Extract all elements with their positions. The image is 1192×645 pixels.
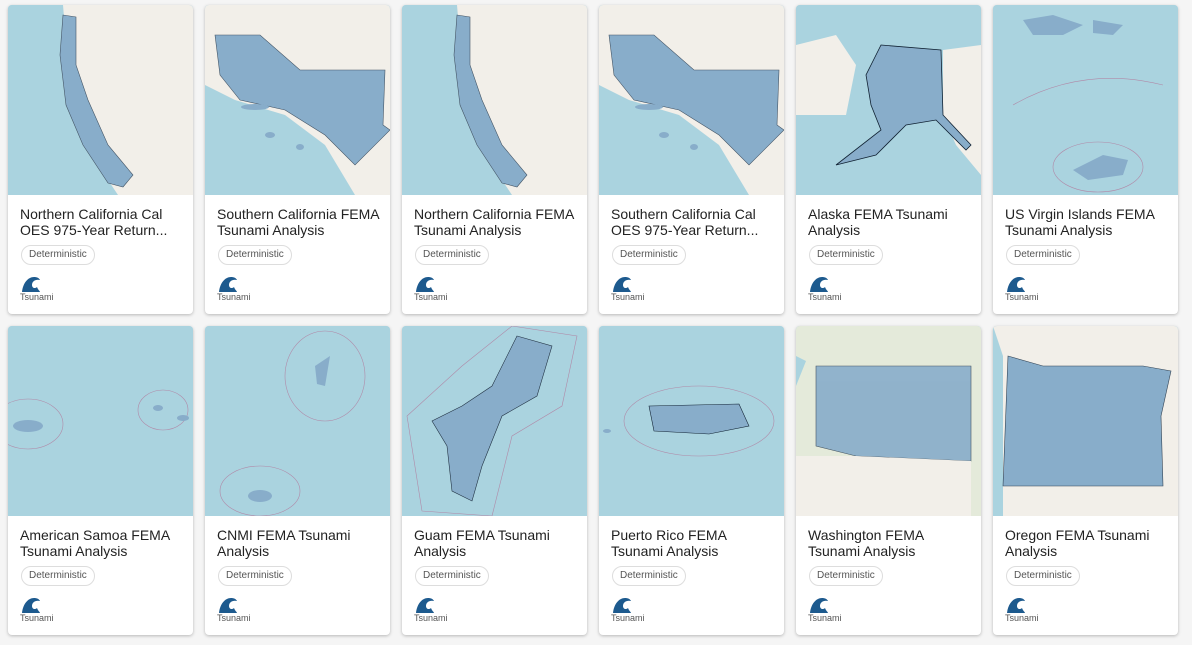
card-title: Alaska FEMA Tsunami Analysis xyxy=(808,206,948,238)
hazard-indicator: Tsunami xyxy=(808,275,842,302)
map-thumbnail xyxy=(205,326,390,516)
card-title: US Virgin Islands FEMA Tsunami Analysis xyxy=(1005,206,1155,238)
tsunami-wave-icon xyxy=(217,596,251,614)
map-thumbnail xyxy=(402,5,587,195)
tsunami-wave-icon xyxy=(1005,275,1039,293)
hazard-label: Tsunami xyxy=(414,613,448,623)
hazard-indicator: Tsunami xyxy=(20,275,54,302)
scenario-card[interactable]: Southern California FEMA Tsunami Analysi… xyxy=(205,5,390,314)
hazard-label: Tsunami xyxy=(20,292,54,302)
hazard-indicator: Tsunami xyxy=(1005,275,1039,302)
scenario-card[interactable]: Northern California FEMA Tsunami Analysi… xyxy=(402,5,587,314)
hazard-indicator: Tsunami xyxy=(414,596,448,623)
tag-chip: Deterministic xyxy=(415,245,489,265)
hazard-indicator: Tsunami xyxy=(1005,596,1039,623)
card-title: Southern California FEMA Tsunami Analysi… xyxy=(217,206,379,238)
hazard-indicator: Tsunami xyxy=(808,596,842,623)
tsunami-wave-icon xyxy=(611,596,645,614)
tag-chip: Deterministic xyxy=(21,245,95,265)
map-thumbnail xyxy=(796,326,981,516)
map-thumbnail xyxy=(796,5,981,195)
hazard-indicator: Tsunami xyxy=(217,596,251,623)
tag-chip: Deterministic xyxy=(612,566,686,586)
map-thumbnail xyxy=(993,326,1178,516)
hazard-label: Tsunami xyxy=(611,613,645,623)
tsunami-wave-icon xyxy=(808,596,842,614)
scenario-card[interactable]: Northern California Cal OES 975-Year Ret… xyxy=(8,5,193,314)
tag-chip: Deterministic xyxy=(218,245,292,265)
tsunami-wave-icon xyxy=(808,275,842,293)
hazard-indicator: Tsunami xyxy=(217,275,251,302)
hazard-label: Tsunami xyxy=(1005,292,1039,302)
tsunami-wave-icon xyxy=(414,275,448,293)
scenario-card[interactable]: US Virgin Islands FEMA Tsunami Analysis … xyxy=(993,5,1178,314)
card-title: Northern California Cal OES 975-Year Ret… xyxy=(20,206,168,238)
scenario-card[interactable]: Oregon FEMA Tsunami Analysis Determinist… xyxy=(993,326,1178,635)
tsunami-wave-icon xyxy=(414,596,448,614)
hazard-label: Tsunami xyxy=(611,292,645,302)
scenario-card[interactable]: CNMI FEMA Tsunami Analysis Deterministic… xyxy=(205,326,390,635)
scenario-card[interactable]: American Samoa FEMA Tsunami Analysis Det… xyxy=(8,326,193,635)
map-thumbnail xyxy=(8,5,193,195)
scenario-card[interactable]: Washington FEMA Tsunami Analysis Determi… xyxy=(796,326,981,635)
card-title: CNMI FEMA Tsunami Analysis xyxy=(217,527,351,559)
tsunami-wave-icon xyxy=(20,275,54,293)
card-title: Oregon FEMA Tsunami Analysis xyxy=(1005,527,1150,559)
card-title: American Samoa FEMA Tsunami Analysis xyxy=(20,527,170,559)
tag-chip: Deterministic xyxy=(1006,245,1080,265)
scenario-card[interactable]: Alaska FEMA Tsunami Analysis Determinist… xyxy=(796,5,981,314)
map-thumbnail xyxy=(599,326,784,516)
hazard-indicator: Tsunami xyxy=(414,275,448,302)
card-title: Puerto Rico FEMA Tsunami Analysis xyxy=(611,527,727,559)
tag-chip: Deterministic xyxy=(218,566,292,586)
map-thumbnail xyxy=(993,5,1178,195)
hazard-label: Tsunami xyxy=(808,613,842,623)
tag-chip: Deterministic xyxy=(415,566,489,586)
hazard-label: Tsunami xyxy=(217,292,251,302)
map-thumbnail xyxy=(8,326,193,516)
hazard-label: Tsunami xyxy=(1005,613,1039,623)
map-thumbnail xyxy=(599,5,784,195)
scenario-card[interactable]: Puerto Rico FEMA Tsunami Analysis Determ… xyxy=(599,326,784,635)
card-title: Northern California FEMA Tsunami Analysi… xyxy=(414,206,574,238)
scenario-card[interactable]: Guam FEMA Tsunami Analysis Deterministic… xyxy=(402,326,587,635)
card-title: Guam FEMA Tsunami Analysis xyxy=(414,527,550,559)
map-thumbnail xyxy=(205,5,390,195)
tsunami-wave-icon xyxy=(611,275,645,293)
hazard-indicator: Tsunami xyxy=(611,596,645,623)
map-thumbnail xyxy=(402,326,587,516)
scenario-grid: Northern California Cal OES 975-Year Ret… xyxy=(8,5,1178,635)
tsunami-wave-icon xyxy=(20,596,54,614)
card-title: Southern California Cal OES 975-Year Ret… xyxy=(611,206,759,238)
hazard-indicator: Tsunami xyxy=(20,596,54,623)
card-title: Washington FEMA Tsunami Analysis xyxy=(808,527,924,559)
hazard-label: Tsunami xyxy=(808,292,842,302)
tag-chip: Deterministic xyxy=(21,566,95,586)
scenario-card[interactable]: Southern California Cal OES 975-Year Ret… xyxy=(599,5,784,314)
tsunami-wave-icon xyxy=(217,275,251,293)
hazard-indicator: Tsunami xyxy=(611,275,645,302)
tag-chip: Deterministic xyxy=(612,245,686,265)
tag-chip: Deterministic xyxy=(1006,566,1080,586)
hazard-label: Tsunami xyxy=(217,613,251,623)
tsunami-wave-icon xyxy=(1005,596,1039,614)
tag-chip: Deterministic xyxy=(809,566,883,586)
hazard-label: Tsunami xyxy=(414,292,448,302)
tag-chip: Deterministic xyxy=(809,245,883,265)
hazard-label: Tsunami xyxy=(20,613,54,623)
